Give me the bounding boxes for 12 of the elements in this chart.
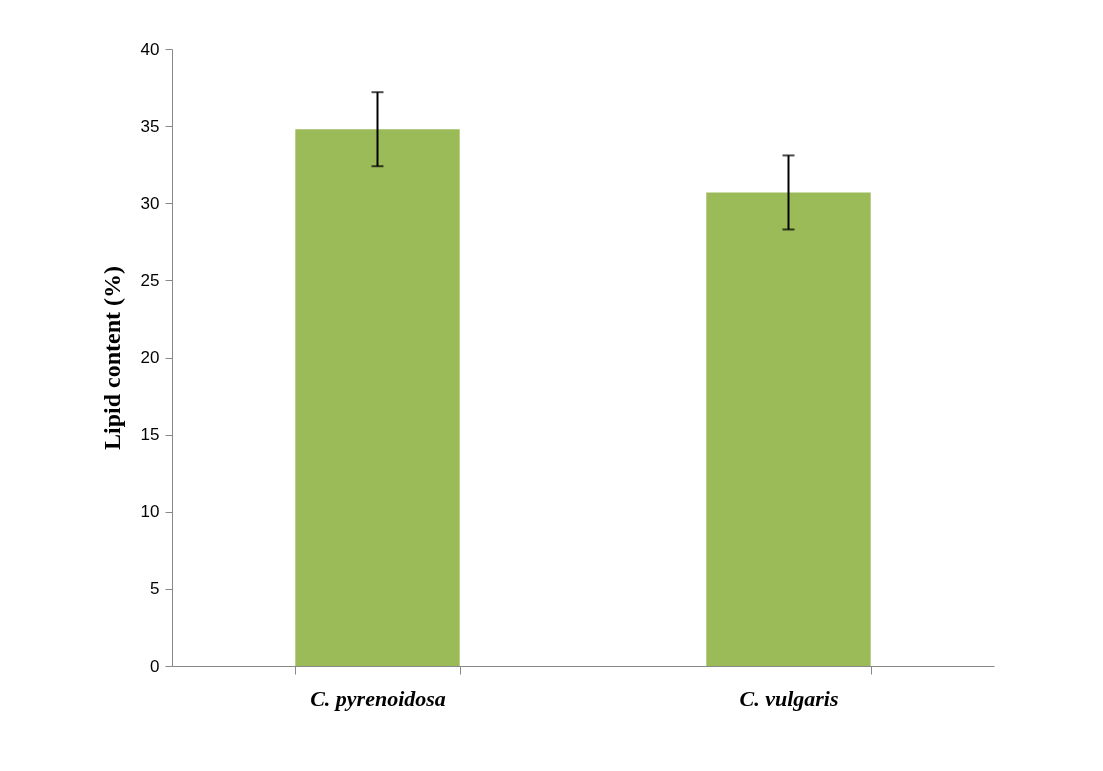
y-tick-label: 25 xyxy=(140,270,160,290)
y-tick-label: 35 xyxy=(140,116,160,136)
x-tick-label: C. vulgaris xyxy=(739,685,839,711)
y-tick-label: 15 xyxy=(140,425,160,445)
y-tick-label: 20 xyxy=(140,348,160,367)
y-tick-label: 5 xyxy=(150,579,160,599)
y-tick-label: 40 xyxy=(140,39,160,59)
x-tick-label: C. pyrenoidosa xyxy=(310,685,446,711)
y-tick-label: 30 xyxy=(140,193,160,213)
y-axis-title: Lipid content (%) xyxy=(98,265,125,451)
y-tick-label: 10 xyxy=(140,502,160,522)
y-tick-label: 0 xyxy=(150,656,160,676)
